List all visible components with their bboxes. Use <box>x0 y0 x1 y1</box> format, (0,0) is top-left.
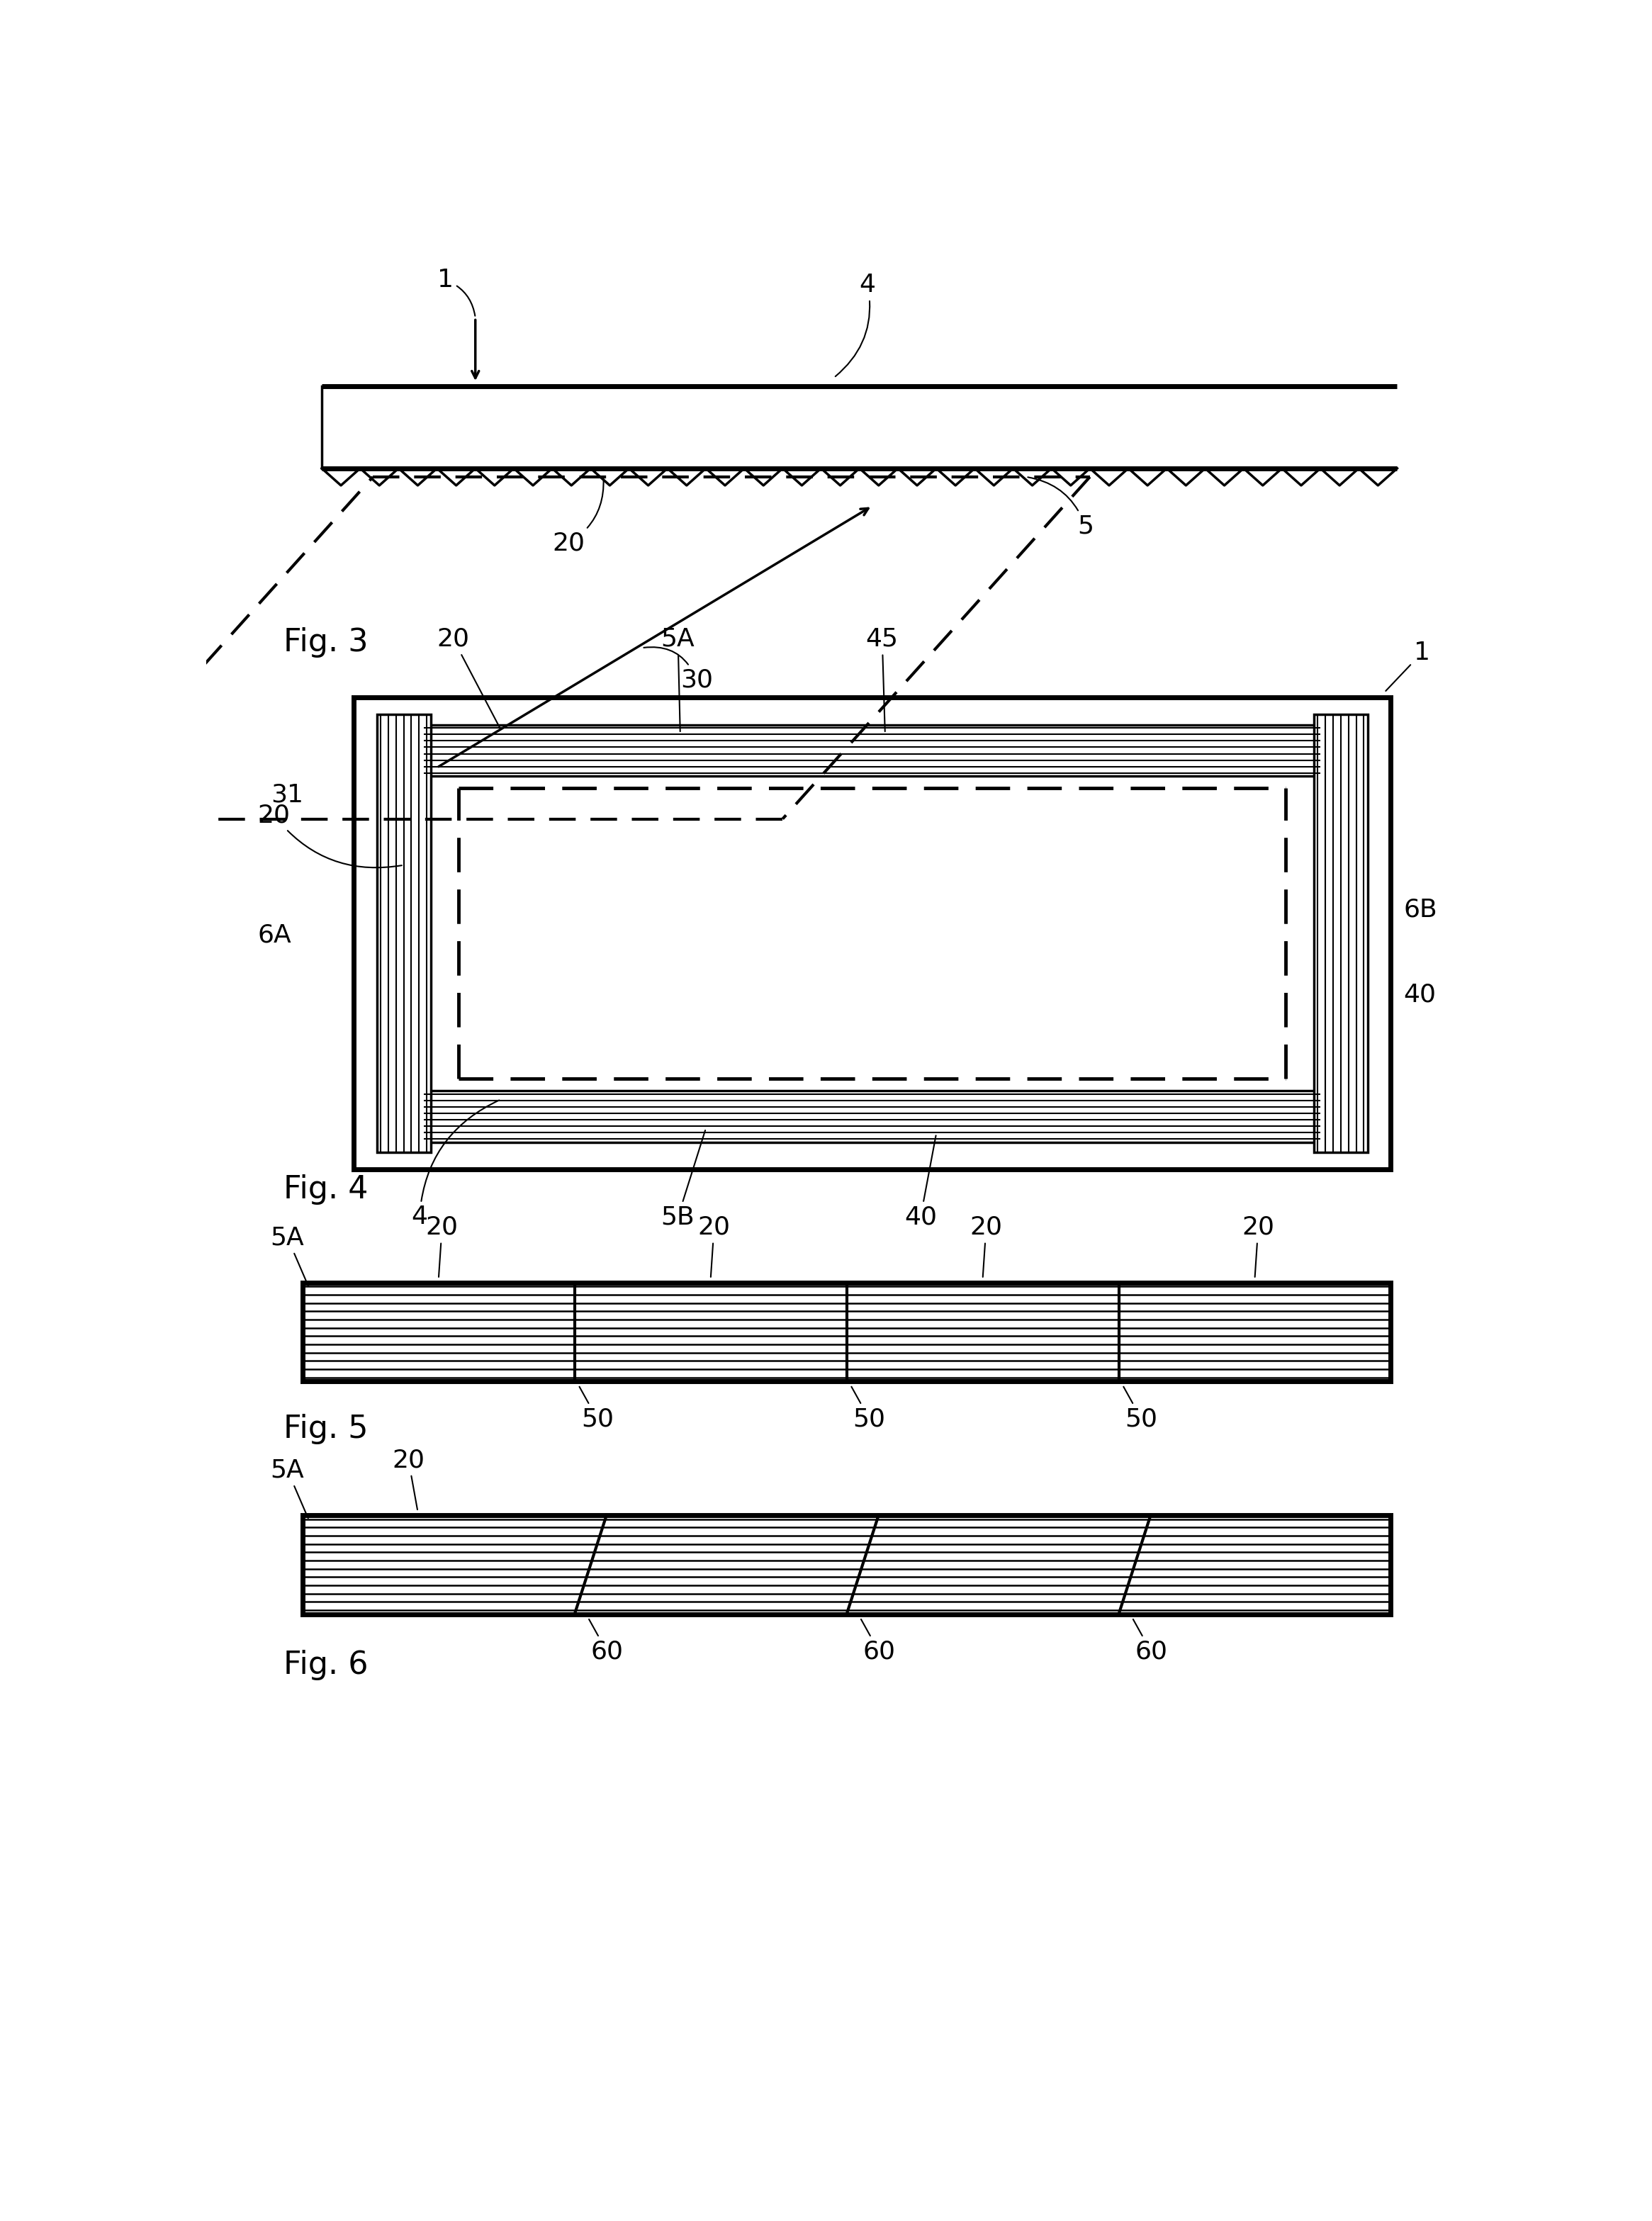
Text: 60: 60 <box>590 1619 623 1664</box>
Text: 1: 1 <box>436 269 476 315</box>
Text: Fig. 4: Fig. 4 <box>284 1175 368 1206</box>
Text: Fig. 3: Fig. 3 <box>284 626 368 657</box>
Text: 5A: 5A <box>271 1459 309 1519</box>
Text: 5A: 5A <box>661 626 695 731</box>
Text: 6A: 6A <box>258 924 291 946</box>
Bar <box>354 697 1391 1170</box>
Text: 4: 4 <box>411 1099 499 1228</box>
Text: 5A: 5A <box>271 1226 309 1286</box>
Text: 5B: 5B <box>661 1130 705 1228</box>
Bar <box>1313 715 1368 1153</box>
Text: 40: 40 <box>904 1135 937 1228</box>
Text: 60: 60 <box>861 1619 895 1664</box>
Text: Fig. 5: Fig. 5 <box>284 1415 368 1444</box>
Text: Fig. 6: Fig. 6 <box>284 1650 368 1681</box>
Text: 20: 20 <box>552 480 603 555</box>
Text: 20: 20 <box>436 626 501 728</box>
Text: 50: 50 <box>580 1386 613 1430</box>
Text: 4: 4 <box>836 273 876 375</box>
Text: 45: 45 <box>866 626 899 731</box>
Text: 31: 31 <box>271 782 302 806</box>
Text: 5: 5 <box>1028 478 1094 537</box>
Bar <box>425 1091 1320 1142</box>
Text: 50: 50 <box>1123 1386 1158 1430</box>
Bar <box>302 1282 1391 1381</box>
Text: 20: 20 <box>970 1215 1003 1277</box>
Text: 30: 30 <box>644 646 712 693</box>
Text: 20: 20 <box>697 1215 730 1277</box>
Text: 20: 20 <box>392 1448 425 1510</box>
Text: 20: 20 <box>258 804 401 868</box>
Text: 6B: 6B <box>1404 897 1437 922</box>
Text: 50: 50 <box>851 1386 885 1430</box>
Bar <box>425 724 1320 775</box>
Text: 40: 40 <box>1404 982 1436 1006</box>
Text: 20: 20 <box>1242 1215 1275 1277</box>
Text: 60: 60 <box>1133 1619 1168 1664</box>
Bar <box>302 1515 1391 1615</box>
Text: 1: 1 <box>1386 640 1431 691</box>
Text: 20: 20 <box>426 1215 458 1277</box>
Bar <box>377 715 431 1153</box>
